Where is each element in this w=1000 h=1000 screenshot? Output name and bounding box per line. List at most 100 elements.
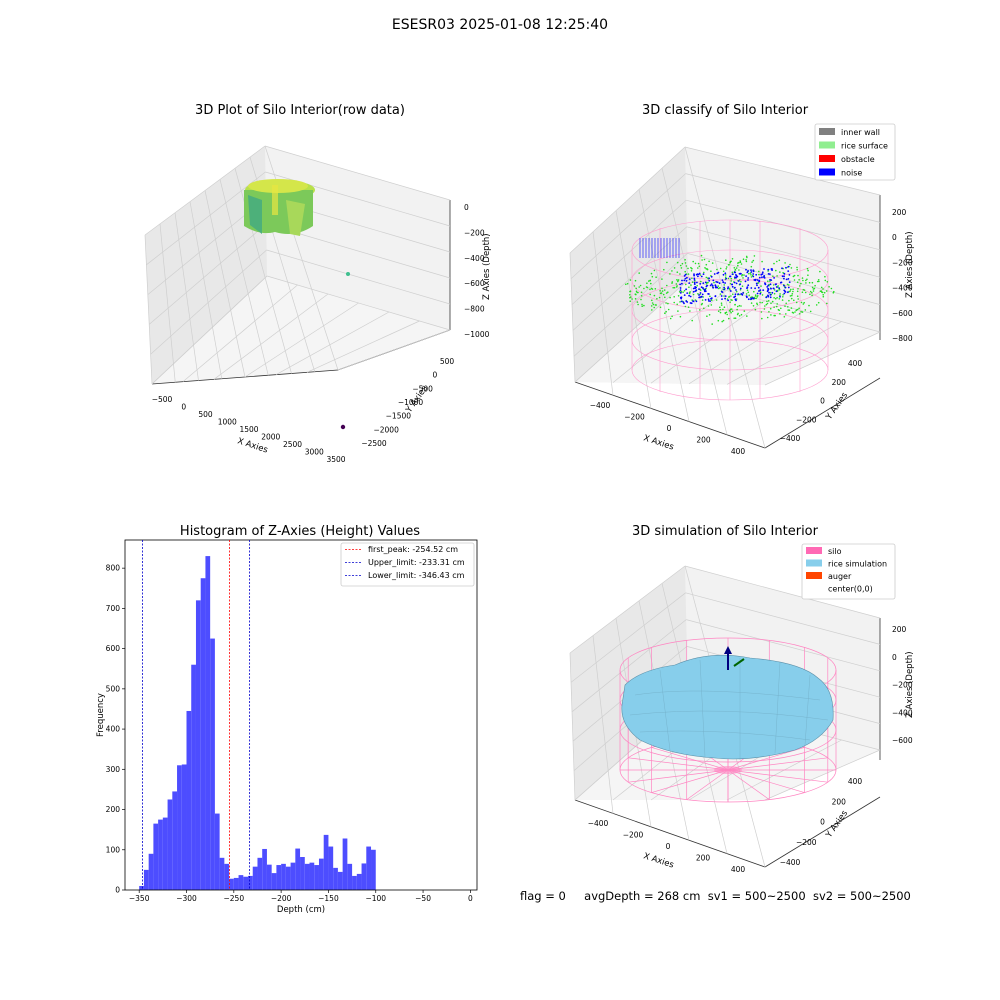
p2-point-noise — [724, 282, 726, 284]
p2-point-rice — [697, 267, 699, 269]
p2-point-rice — [730, 280, 732, 282]
p2-point-rice — [637, 291, 639, 294]
p2-point-rice — [701, 302, 703, 305]
p2-point-noise — [683, 294, 686, 296]
p2-point-rice — [761, 260, 763, 263]
p2-point-rice — [775, 305, 778, 308]
p2-point-noise — [781, 267, 783, 270]
p2-point-rice — [646, 286, 649, 289]
p2-point-rice — [789, 263, 791, 266]
p2-point-noise — [766, 286, 769, 288]
p2-point-rice — [739, 260, 741, 262]
p2-point-rice — [739, 278, 741, 281]
p2-point-rice — [671, 270, 673, 272]
p2-point-noise — [783, 284, 785, 287]
p2-point-rice — [759, 301, 761, 304]
p2-point-noise — [702, 282, 705, 284]
p2-point-rice — [805, 279, 807, 282]
hist-bar — [361, 863, 367, 890]
hist-bar — [181, 764, 187, 890]
p2-point-noise — [723, 288, 726, 291]
p2-point-rice — [717, 319, 720, 322]
p2-point-rice — [745, 259, 747, 261]
p2-point-noise — [750, 271, 753, 273]
p2-point-rice — [713, 281, 715, 284]
p2-point-rice — [775, 269, 777, 272]
hist-bar — [191, 664, 196, 890]
p2-point-rice — [701, 299, 704, 301]
p2-point-noise — [709, 300, 711, 302]
hist-bar — [262, 848, 267, 890]
p2-point-rice — [800, 301, 803, 304]
hist-bar — [328, 846, 334, 890]
p2-point-noise — [698, 288, 700, 290]
p2-point-rice — [828, 286, 830, 288]
p2-point-noise — [767, 273, 770, 275]
p2-point-rice — [809, 293, 811, 296]
p2-point-noise — [694, 287, 697, 290]
p2-point-rice — [671, 315, 673, 318]
p2-point-rice — [793, 299, 795, 302]
p2-point-rice — [733, 317, 735, 320]
p2-point-noise — [727, 286, 730, 288]
hist-bar — [314, 865, 319, 890]
p2-point-rice — [797, 274, 799, 277]
p2-point-rice — [769, 291, 772, 294]
p2-point-rice — [691, 319, 693, 322]
p2-point-rice — [766, 316, 769, 319]
p2-point-rice — [717, 287, 720, 290]
p2-point-noise — [715, 281, 718, 283]
p2-point-rice — [666, 284, 668, 287]
p2-point-rice — [750, 276, 753, 278]
p2-point-noise — [735, 274, 738, 277]
p2-point-noise — [699, 292, 702, 294]
p1-z-tick: −600 — [464, 279, 485, 288]
p2-point-noise — [750, 298, 752, 301]
p2-point-rice — [655, 276, 657, 279]
p2-point-rice — [769, 280, 771, 282]
p2-point-noise — [681, 279, 683, 282]
p2-point-rice — [773, 289, 776, 291]
hist-bar — [172, 791, 178, 890]
p2-point-noise — [737, 280, 740, 282]
p2-point-noise — [745, 275, 747, 277]
p2-point-rice — [824, 279, 827, 282]
p2-point-rice — [778, 298, 781, 300]
p2-point-noise — [784, 286, 787, 289]
hist-bar — [356, 873, 362, 890]
p4-y-tick: 400 — [848, 777, 863, 786]
p2-point-rice — [784, 305, 786, 307]
p2-point-noise — [747, 284, 750, 287]
p2-point-rice — [652, 303, 655, 306]
p2-point-rice — [720, 302, 723, 305]
p2-point-rice — [663, 268, 665, 271]
p2-point-rice — [800, 282, 802, 285]
p2-point-rice — [653, 269, 656, 272]
p2-point-rice — [664, 296, 666, 299]
p2-point-rice — [649, 288, 651, 291]
hist-x-tick: −150 — [318, 894, 339, 903]
hist-y-tick: 0 — [115, 886, 120, 895]
p2-point-noise — [681, 282, 683, 285]
p2-point-noise — [769, 296, 772, 299]
p2-point-noise — [693, 274, 695, 277]
p2-point-rice — [625, 283, 627, 286]
p2-point-rice — [809, 310, 812, 313]
p2-point-rice — [776, 303, 778, 305]
p2-z-tick: −400 — [892, 284, 913, 293]
p2-point-rice — [792, 275, 795, 278]
p2-point-rice — [629, 294, 631, 296]
hist-x-tick: −200 — [271, 894, 292, 903]
p2-y-tick: 200 — [832, 378, 847, 387]
p2-point-noise — [688, 294, 690, 297]
p2-point-rice — [691, 277, 693, 280]
p2-point-rice — [811, 291, 813, 294]
p1-x-tick: 2500 — [283, 440, 302, 449]
p2-point-noise — [761, 271, 764, 274]
p2-point-rice — [741, 275, 743, 277]
p2-point-rice — [635, 290, 638, 293]
p2-point-noise — [787, 278, 790, 280]
p2-point-noise — [779, 281, 782, 284]
p2-point-noise — [739, 287, 742, 290]
p2-point-rice — [671, 281, 674, 283]
